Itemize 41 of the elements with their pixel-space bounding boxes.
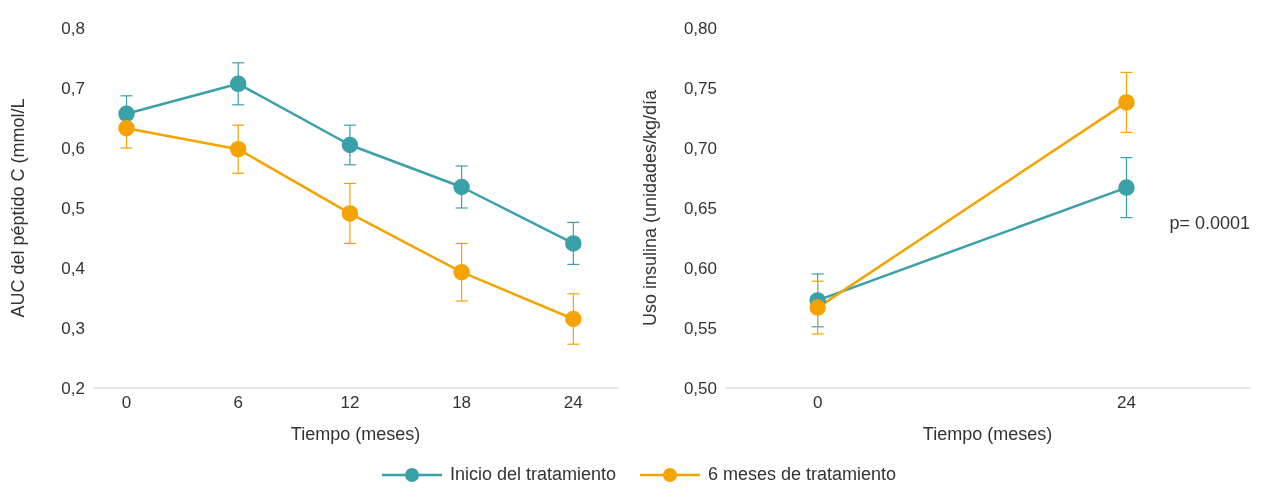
point	[809, 299, 826, 316]
point	[118, 105, 135, 123]
annotation: p= 0.0001	[1169, 213, 1250, 234]
legend-label: 6 meses de tratamiento	[707, 464, 897, 485]
legend-label: Inicio del tratamiento	[449, 464, 616, 485]
point	[341, 205, 359, 222]
y-tick-label: 0,75	[683, 79, 717, 99]
y-tick-label: 0,80	[683, 19, 717, 39]
point	[229, 140, 247, 158]
y-tick-label: 0,7	[61, 79, 85, 99]
y-axis-title: AUC del péptido C (mmol/L	[8, 98, 29, 318]
point	[1118, 179, 1135, 196]
point	[118, 119, 135, 137]
y-tick-label: 0,60	[683, 259, 717, 279]
y-tick-label: 0,3	[61, 319, 85, 339]
x-axis-title: Tiempo (meses)	[290, 424, 421, 444]
x-tick-label: 18	[452, 393, 472, 413]
point	[1118, 94, 1135, 111]
y-tick-label: 0,65	[683, 199, 717, 219]
y-tick-label: 0,4	[61, 259, 85, 279]
x-tick-label: 0	[121, 393, 132, 413]
y-tick-label: 0,55	[683, 319, 717, 339]
y-tick-label: 0,70	[683, 139, 717, 159]
y-axis-title: Uso insulina (unidades/kg/día	[640, 88, 661, 327]
y-tick-label: 0,8	[61, 19, 85, 39]
point	[453, 178, 470, 196]
point	[565, 235, 582, 252]
x-tick-label: 12	[340, 393, 360, 413]
y-tick-label: 0,5	[61, 199, 85, 219]
x-tick-label: 24	[563, 393, 583, 413]
point	[341, 136, 359, 154]
y-tick-label: 0,2	[61, 379, 85, 399]
point	[229, 75, 247, 93]
point	[453, 263, 470, 281]
x-tick-label: 0	[812, 393, 823, 413]
x-tick-label: 6	[233, 393, 243, 413]
x-axis-title: Tiempo (meses)	[922, 424, 1053, 444]
point	[565, 310, 582, 328]
y-tick-label: 0,50	[683, 379, 717, 399]
y-tick-label: 0,6	[61, 139, 85, 159]
x-tick-label: 24	[1117, 393, 1136, 413]
